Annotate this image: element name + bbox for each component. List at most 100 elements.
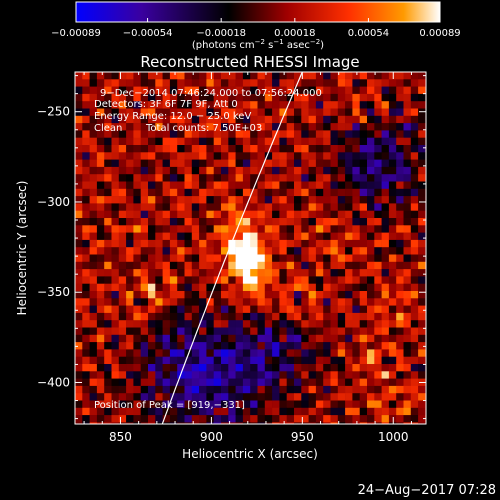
heatmap-pixel [162,312,171,321]
heatmap-pixel [126,364,134,372]
heatmap-pixel [352,254,360,263]
heatmap-pixel [330,159,339,168]
heatmap-pixel [221,108,229,117]
heatmap-pixel [257,407,266,416]
heatmap-pixel [235,269,244,277]
heatmap-pixel [418,291,426,299]
heatmap-pixel [228,385,236,394]
heatmap-pixel [89,364,98,372]
heatmap-pixel [257,181,266,190]
heatmap-pixel [425,320,426,328]
heatmap-pixel [374,261,382,270]
heatmap-pixel [228,101,236,109]
heatmap-pixel [111,349,120,357]
heatmap-pixel [272,181,280,190]
heatmap-pixel [213,218,222,226]
heatmap-pixel [359,312,368,321]
heatmap-pixel [359,123,368,131]
heatmap-pixel [242,415,251,423]
heatmap-pixel [184,108,193,117]
heatmap-pixel [367,291,375,299]
heatmap-pixel [403,93,412,102]
heatmap-pixel [301,422,309,424]
heatmap-pixel [184,261,193,270]
heatmap-pixel [133,196,141,204]
heatmap-pixel [82,356,90,365]
heatmap-pixel [242,203,251,211]
heatmap-pixel [345,159,353,168]
heatmap-pixel [148,247,156,255]
heatmap-pixel [118,145,127,153]
heatmap-pixel [323,145,331,153]
heatmap-pixel [111,283,120,292]
heatmap-pixel [301,188,309,197]
heatmap-pixel [337,145,346,153]
heatmap-pixel [359,327,368,336]
heatmap-pixel [294,152,302,160]
heatmap-pixel [301,407,309,416]
heatmap-pixel [111,415,120,423]
heatmap-pixel [345,378,353,387]
heatmap-pixel [221,79,229,87]
heatmap-pixel [242,327,251,336]
heatmap-pixel [286,188,295,197]
heatmap-pixel [418,137,426,146]
heatmap-pixel [111,254,120,263]
heatmap-pixel [403,378,412,387]
heatmap-pixel [235,152,244,160]
heatmap-pixel [199,378,207,387]
heatmap-pixel [264,101,273,109]
heatmap-pixel [104,320,112,328]
heatmap-pixel [403,276,412,284]
heatmap-pixel [221,422,229,424]
heatmap-pixel [89,247,98,255]
heatmap-pixel [257,188,266,197]
heatmap-pixel [235,422,244,424]
heatmap-pixel [89,276,98,284]
heatmap-pixel [272,79,280,87]
heatmap-pixel [345,422,353,424]
heatmap-pixel [272,407,280,416]
heatmap-pixel [75,356,83,365]
heatmap-pixel [286,247,295,255]
heatmap-pixel [118,276,127,284]
heatmap-pixel [126,218,134,226]
heatmap-pixel [374,342,382,350]
heatmap-pixel [294,312,302,321]
heatmap-pixel [294,291,302,299]
heatmap-pixel [162,261,171,270]
heatmap-pixel [111,137,120,146]
heatmap-pixel [418,123,426,131]
heatmap-pixel [111,188,120,197]
heatmap-pixel [169,378,178,387]
heatmap-pixel [396,218,404,226]
heatmap-pixel [345,356,353,365]
heatmap-pixel [308,393,317,401]
heatmap-pixel [286,356,295,365]
heatmap-pixel [228,239,236,248]
heatmap-pixel [359,269,368,277]
heatmap-pixel [75,247,83,255]
heatmap-pixel [337,232,346,241]
heatmap-pixel [82,115,90,124]
heatmap-pixel [89,342,98,350]
heatmap-pixel [418,269,426,277]
heatmap-pixel [104,371,112,379]
heatmap-pixel [410,327,419,336]
heatmap-pixel [199,218,207,226]
heatmap-pixel [374,291,382,299]
heatmap-pixel [213,210,222,219]
heatmap-pixel [381,108,390,117]
heatmap-pixel [104,159,112,168]
x-axis-label: Heliocentric X (arcsec) [182,447,318,461]
heatmap-pixel [257,196,266,204]
heatmap-pixel [89,108,98,117]
heatmap-pixel [272,115,280,124]
heatmap-pixel [374,181,382,190]
heatmap-pixel [111,196,120,204]
heatmap-pixel [286,298,295,306]
heatmap-pixel [235,210,244,219]
heatmap-pixel [184,400,193,409]
heatmap-pixel [352,130,360,138]
heatmap-pixel [148,371,156,379]
